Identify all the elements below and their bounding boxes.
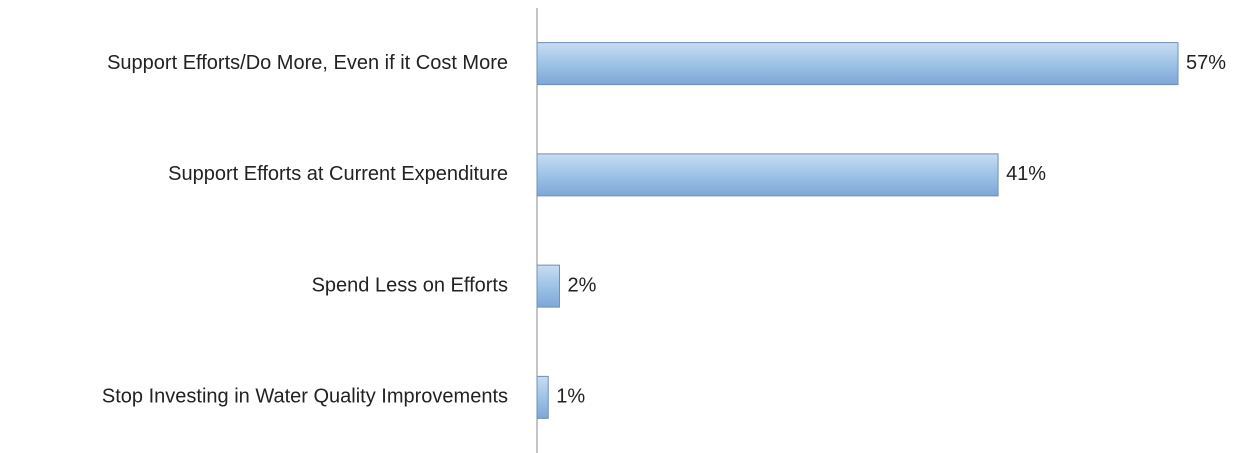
bar — [536, 375, 549, 419]
category-label: Support Efforts/Do More, Even if it Cost… — [107, 52, 508, 74]
bar — [536, 264, 560, 308]
bar — [536, 42, 1179, 86]
data-label: 41% — [1006, 163, 1046, 185]
bar — [536, 153, 999, 197]
category-label: Spend Less on Efforts — [312, 274, 508, 296]
category-label: Support Efforts at Current Expenditure — [168, 163, 508, 185]
data-label: 57% — [1186, 52, 1226, 74]
data-label: 2% — [567, 274, 596, 296]
data-label: 1% — [556, 386, 585, 408]
category-label: Stop Investing in Water Quality Improvem… — [102, 386, 508, 408]
